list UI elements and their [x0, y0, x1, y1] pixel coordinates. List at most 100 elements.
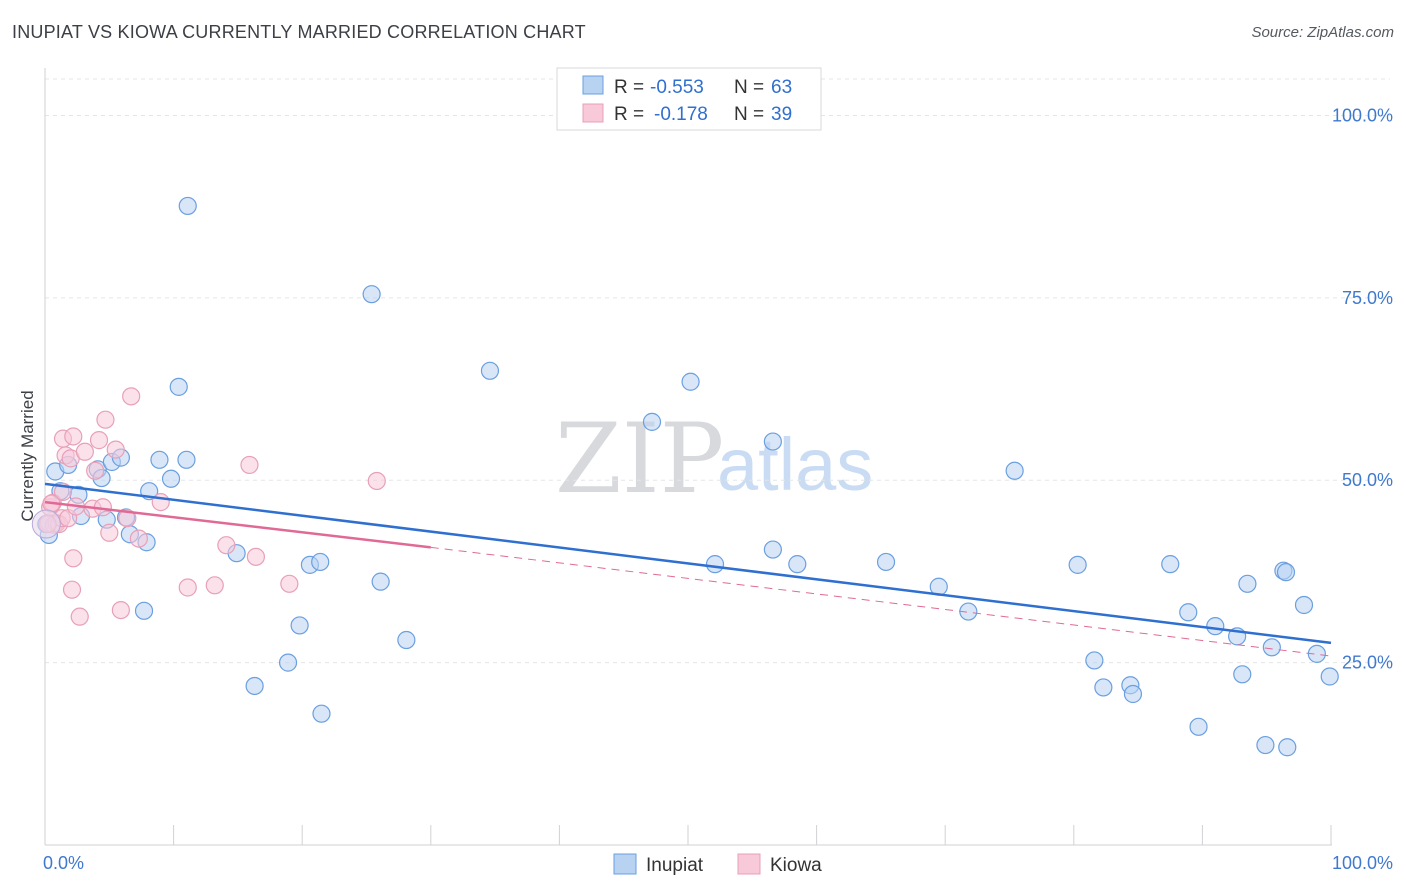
- point-inupiat-17: [161, 469, 181, 488]
- point-inupiat-26: [311, 552, 330, 572]
- point-inupiat-35: [763, 540, 782, 559]
- trend-line-kiowa-extrapolated: [430, 546, 1332, 657]
- y-tick-label-50: 50.0%: [1342, 470, 1393, 490]
- y-tick-label-100: 100.0%: [1332, 105, 1393, 125]
- point-kiowa-34: [246, 547, 266, 566]
- point-inupiat-57: [1276, 563, 1296, 582]
- legend-swatch-inupiat: [613, 853, 637, 875]
- point-inupiat-54: [1256, 735, 1275, 755]
- stats-inupiat-n: 63: [771, 77, 792, 98]
- point-kiowa-23: [100, 523, 119, 542]
- x-axis-ticks: [44, 825, 1332, 845]
- point-inupiat-41: [1005, 461, 1024, 480]
- source-credit: Source: ZipAtlas.com: [1251, 24, 1394, 41]
- point-inupiat-20: [178, 196, 197, 216]
- point-inupiat-59: [1294, 595, 1314, 615]
- point-kiowa-32: [217, 536, 236, 555]
- point-inupiat-23: [278, 653, 298, 672]
- point-inupiat-48: [1179, 603, 1198, 622]
- point-inupiat-34: [705, 555, 725, 574]
- y-tick-label-25: 25.0%: [1342, 653, 1393, 673]
- legend-label-kiowa: Kiowa: [770, 855, 822, 876]
- point-inupiat-18: [169, 377, 188, 396]
- point-kiowa-30: [178, 578, 197, 597]
- trend-lines: [44, 482, 1332, 657]
- point-kiowa-28: [129, 529, 148, 548]
- point-inupiat-61: [1320, 667, 1339, 686]
- point-inupiat-46: [1123, 684, 1143, 704]
- point-cluster-left: [31, 509, 61, 539]
- gridlines: [45, 78, 1390, 664]
- point-kiowa-35: [280, 574, 299, 593]
- point-kiowa-36: [367, 471, 386, 491]
- point-kiowa-19: [86, 461, 105, 480]
- point-kiowa-25: [111, 600, 130, 620]
- watermark-zip: ZIP: [555, 403, 724, 515]
- stats-kiowa-r-label: R =: [614, 104, 644, 125]
- stats-swatch-inupiat: [582, 75, 604, 95]
- point-inupiat-38: [876, 552, 896, 572]
- legend: Inupiat Kiowa: [613, 853, 822, 876]
- point-inupiat-22: [245, 676, 264, 696]
- point-inupiat-37: [788, 555, 807, 574]
- stats-inupiat-r: -0.553: [650, 77, 704, 98]
- stats-kiowa-n: 39: [771, 104, 792, 125]
- point-inupiat-44: [1094, 678, 1113, 697]
- point-kiowa-29: [151, 493, 170, 512]
- stats-swatch-kiowa: [582, 103, 604, 123]
- point-inupiat-42: [1068, 555, 1087, 574]
- point-inupiat-60: [1307, 644, 1326, 663]
- point-kiowa-17: [75, 442, 94, 461]
- chart-title: INUPIAT VS KIOWA CURRENTLY MARRIED CORRE…: [12, 22, 586, 42]
- trend-line-kiowa: [44, 500, 431, 549]
- y-axis-label: Currently Married: [18, 390, 37, 521]
- point-kiowa-16: [70, 607, 89, 626]
- legend-swatch-kiowa: [737, 853, 761, 875]
- stats-kiowa-n-label: N =: [734, 104, 764, 125]
- point-inupiat-49: [1189, 717, 1208, 736]
- point-inupiat-55: [1262, 638, 1281, 657]
- point-kiowa-20: [89, 431, 109, 450]
- point-inupiat-32: [642, 412, 662, 431]
- point-inupiat-29: [371, 572, 390, 591]
- x-tick-label-min: 0.0%: [43, 853, 84, 873]
- point-kiowa-12: [62, 580, 82, 599]
- point-inupiat-31: [480, 361, 500, 380]
- y-tick-label-75: 75.0%: [1342, 288, 1393, 308]
- point-kiowa-26: [118, 509, 137, 528]
- point-inupiat-58: [1278, 738, 1297, 757]
- trend-line-inupiat: [44, 482, 1332, 645]
- point-kiowa-31: [205, 576, 224, 595]
- point-kiowa-24: [106, 440, 125, 459]
- stats-box: R = -0.553 N = 63 R = -0.178 N = 39: [556, 67, 822, 131]
- series-kiowa: [31, 387, 386, 626]
- legend-label-inupiat: Inupiat: [646, 855, 704, 876]
- point-inupiat-53: [1238, 574, 1257, 593]
- y-tick-labels: 25.0% 50.0% 75.0% 100.0%: [1332, 105, 1393, 672]
- stats-inupiat-n-label: N =: [734, 77, 764, 98]
- point-inupiat-24: [290, 616, 309, 635]
- point-inupiat-28: [362, 285, 381, 304]
- point-inupiat-16: [150, 450, 169, 469]
- point-inupiat-50: [1206, 617, 1225, 636]
- point-inupiat-19: [177, 450, 196, 469]
- x-tick-label-max: 100.0%: [1332, 853, 1393, 873]
- point-inupiat-33: [681, 372, 700, 391]
- point-inupiat-36: [763, 432, 782, 451]
- point-inupiat-52: [1233, 665, 1252, 684]
- point-inupiat-27: [312, 704, 331, 723]
- point-kiowa-14: [64, 427, 83, 446]
- point-kiowa-33: [240, 455, 259, 475]
- series-inupiat: [37, 196, 1339, 757]
- point-inupiat-47: [1161, 555, 1180, 574]
- point-kiowa-27: [122, 387, 141, 406]
- point-inupiat-13: [134, 601, 154, 620]
- stats-kiowa-r: -0.178: [654, 104, 708, 125]
- point-kiowa-22: [96, 410, 115, 429]
- point-inupiat-43: [1085, 651, 1104, 670]
- watermark-atlas: atlas: [717, 423, 873, 506]
- point-kiowa-13: [64, 549, 83, 568]
- point-inupiat-30: [397, 630, 416, 650]
- stats-inupiat-r-label: R =: [614, 77, 644, 98]
